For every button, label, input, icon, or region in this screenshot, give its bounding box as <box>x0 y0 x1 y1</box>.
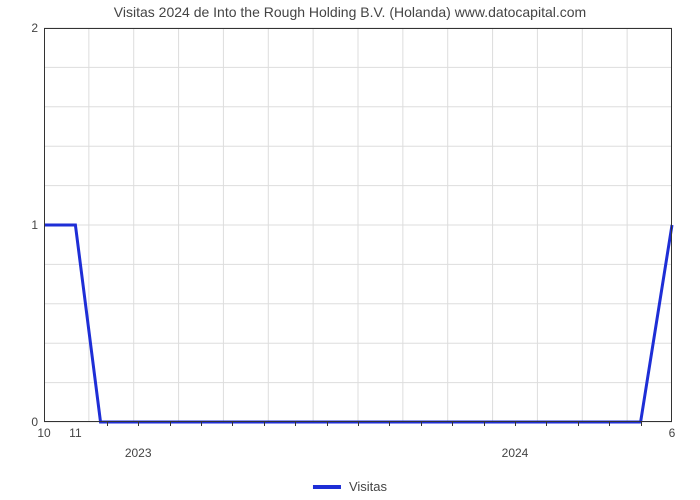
x-minor-tick <box>170 422 171 426</box>
x-tick-label: 6 <box>669 426 676 440</box>
chart-title: Visitas 2024 de Into the Rough Holding B… <box>0 4 700 20</box>
x-tick-label: 11 <box>69 426 81 440</box>
x-minor-tick <box>546 422 547 426</box>
plot-border <box>44 28 672 422</box>
x-minor-tick <box>484 422 485 426</box>
chart-container: Visitas 2024 de Into the Rough Holding B… <box>0 0 700 500</box>
x-minor-tick <box>232 422 233 426</box>
x-minor-tick <box>107 422 108 426</box>
x-tick-label: 10 <box>37 426 50 440</box>
legend-swatch <box>313 485 341 489</box>
x-minor-tick <box>138 422 139 426</box>
y-tick-label: 1 <box>31 218 38 232</box>
x-minor-tick <box>327 422 328 426</box>
x-minor-tick <box>609 422 610 426</box>
x-minor-tick <box>578 422 579 426</box>
x-minor-tick <box>389 422 390 426</box>
x-minor-tick <box>295 422 296 426</box>
x-major-label: 2024 <box>502 446 529 460</box>
x-minor-tick <box>358 422 359 426</box>
x-minor-tick <box>264 422 265 426</box>
x-minor-tick <box>452 422 453 426</box>
x-minor-tick <box>515 422 516 426</box>
x-minor-tick <box>421 422 422 426</box>
legend: Visitas <box>313 479 387 494</box>
y-tick-label: 2 <box>31 21 38 35</box>
x-major-label: 2023 <box>125 446 152 460</box>
x-minor-tick <box>641 422 642 426</box>
plot-area: 0121011620232024 <box>44 28 672 422</box>
x-minor-tick <box>201 422 202 426</box>
legend-label: Visitas <box>349 479 387 494</box>
